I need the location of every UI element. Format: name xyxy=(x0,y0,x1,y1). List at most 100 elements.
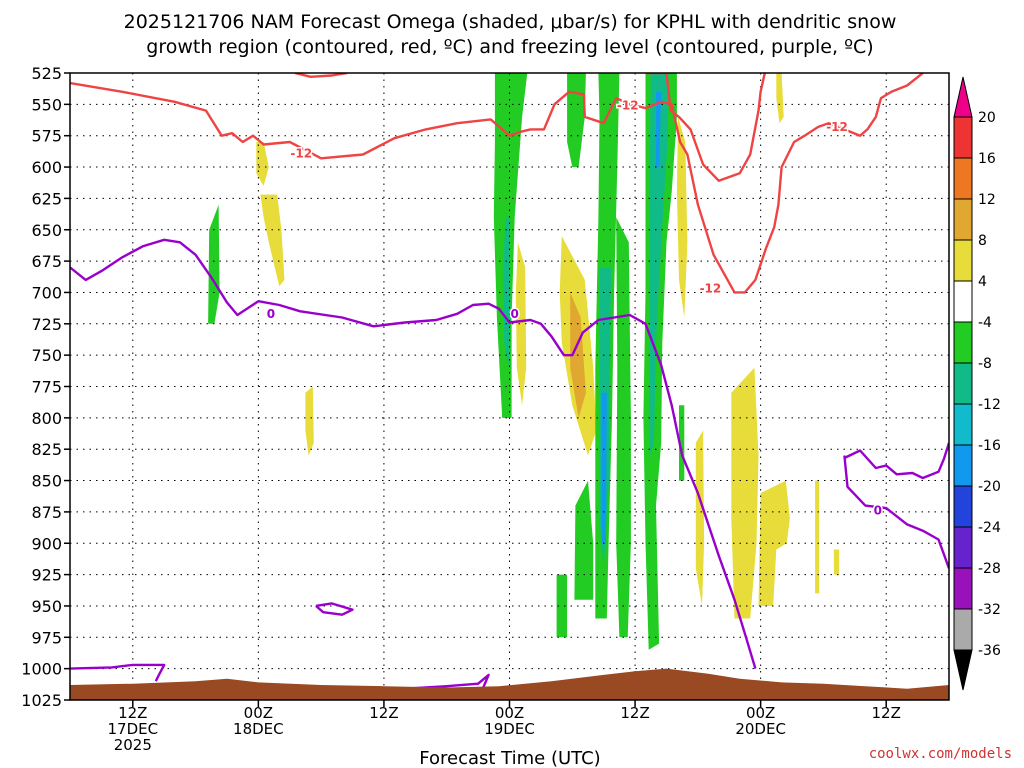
colorbar-bin-10 xyxy=(953,485,973,528)
colorbar-bin-8 xyxy=(953,403,973,446)
x-tick-label-42-0: 00Z xyxy=(495,704,524,722)
x-tick-label-42-1: 19DEC xyxy=(484,720,535,738)
colorbar-label-2: 12 xyxy=(978,192,996,208)
y-tick-label-875: 875 xyxy=(31,503,62,522)
colorbar-label-7: -12 xyxy=(978,397,1001,413)
y-tick-label-525: 525 xyxy=(31,64,62,83)
omega-region-1 xyxy=(256,142,269,186)
colorbar-label-6: -8 xyxy=(978,356,992,372)
y-axis: 525 550 575 600 625 650 675 700 725 750 775 800 825 8… xyxy=(21,64,70,710)
y-tick-label-925: 925 xyxy=(31,566,62,585)
y-tick-label-775: 775 xyxy=(31,378,62,397)
y-tick-label-700: 700 xyxy=(31,283,62,302)
contour-label-5: 0 xyxy=(511,307,519,321)
y-tick-label-725: 725 xyxy=(31,315,62,334)
omega-region-18 xyxy=(656,91,662,168)
colorbar-label-4: 4 xyxy=(978,274,987,290)
omega-region-21 xyxy=(695,430,705,606)
y-tick-label-1025: 1025 xyxy=(21,691,62,710)
colorbar-label-0: 20 xyxy=(978,110,996,126)
freezing-level-sfc-left xyxy=(70,663,166,682)
colorbar-label-1: 16 xyxy=(978,151,996,167)
y-tick-label-550: 550 xyxy=(31,95,62,114)
contour-layer xyxy=(70,73,949,692)
omega-region-12 xyxy=(601,392,607,544)
dgz-minus12-loop xyxy=(645,73,766,183)
contour-label-4: 0 xyxy=(267,307,275,321)
colorbar-bin-11 xyxy=(953,526,973,569)
omega-region-25 xyxy=(815,480,820,594)
colorbar-bin-3 xyxy=(953,198,973,241)
colorbar-bin-bottom xyxy=(953,649,973,691)
contour-label-1: -12 xyxy=(617,99,639,113)
x-axis-label: Forecast Time (UTC) xyxy=(419,748,600,768)
x-tick-label-18-1: 18DEC xyxy=(233,720,284,738)
dgz-minus12-top xyxy=(294,73,348,79)
freezing-level-loop xyxy=(315,602,354,616)
colorbar-label-3: 8 xyxy=(978,233,987,249)
credit-text: coolwx.com/models xyxy=(869,746,1012,762)
colorbar-bin-4 xyxy=(953,239,973,282)
omega-region-17 xyxy=(649,73,669,456)
colorbar-bin-9 xyxy=(953,444,973,487)
colorbar-label-13: -36 xyxy=(978,643,1001,659)
colorbar-label-12: -32 xyxy=(978,602,1001,618)
y-tick-label-675: 675 xyxy=(31,252,62,271)
x-tick-label-6-2: 2025 xyxy=(114,736,152,754)
colorbar-label-10: -24 xyxy=(978,520,1001,536)
contour-label-2: -12 xyxy=(826,120,848,134)
contour-label-0: -12 xyxy=(290,146,312,160)
y-tick-label-800: 800 xyxy=(31,409,62,428)
omega-region-22 xyxy=(731,367,759,619)
x-tick-label-66-1: 20DEC xyxy=(735,720,786,738)
grid-lines xyxy=(70,73,949,700)
x-tick-label-30-0: 12Z xyxy=(369,704,398,722)
colorbar-bin-7 xyxy=(953,362,973,405)
contour-label-layer: -12 -12 -12 -12 0 0 0 xyxy=(265,97,883,519)
omega-region-7 xyxy=(567,73,586,168)
colorbar-bin-2 xyxy=(953,157,973,200)
x-tick-label-54-0: 12Z xyxy=(620,704,649,722)
x-tick-label-6-1: 17DEC xyxy=(107,720,158,738)
colorbar-bin-1 xyxy=(953,116,973,159)
y-tick-label-600: 600 xyxy=(31,158,62,177)
y-tick-label-850: 850 xyxy=(31,472,62,491)
x-tick-label-78-0: 12Z xyxy=(872,704,901,722)
freezing-level-right xyxy=(843,442,949,480)
omega-region-3 xyxy=(305,386,314,456)
contour-label-3: -12 xyxy=(700,282,722,296)
y-tick-label-650: 650 xyxy=(31,221,62,240)
omega-region-20 xyxy=(679,405,685,481)
colorbar-bin-6 xyxy=(953,321,973,364)
freezing-level-upper xyxy=(70,238,757,669)
contour-label-6: 0 xyxy=(874,504,882,518)
surface-terrain xyxy=(70,668,949,700)
omega-region-2 xyxy=(208,204,220,324)
y-tick-label-975: 975 xyxy=(31,628,62,647)
y-tick-label-750: 750 xyxy=(31,346,62,365)
x-tick-label-66-0: 00Z xyxy=(746,704,775,722)
colorbar-bin-top xyxy=(953,76,973,118)
omega-region-6 xyxy=(515,242,527,406)
colorbar-bin-5 xyxy=(953,280,973,323)
colorbar-label-5: -4 xyxy=(978,315,992,331)
colorbar-bin-13 xyxy=(953,608,973,651)
omega-region-26 xyxy=(833,549,840,575)
omega-region-19 xyxy=(676,116,688,318)
omega-region-0 xyxy=(260,194,285,287)
omega-region-14 xyxy=(556,574,568,638)
y-tick-label-950: 950 xyxy=(31,597,62,616)
colorbar-bin-12 xyxy=(953,567,973,610)
omega-region-24 xyxy=(776,73,784,124)
freezing-level-right-lower xyxy=(843,455,949,569)
x-tick-label-18-0: 00Z xyxy=(244,704,273,722)
omega-region-15 xyxy=(616,217,631,638)
colorbar-label-11: -28 xyxy=(978,561,1001,577)
y-tick-label-625: 625 xyxy=(31,189,62,208)
colorbar-label-8: -16 xyxy=(978,438,1001,454)
dgz-minus12-upper xyxy=(70,73,924,294)
chart-title-line1: 2025121706 NAM Forecast Omega (shaded, μ… xyxy=(124,11,897,33)
x-tick-label-6-0: 12Z xyxy=(118,704,147,722)
omega-region-4 xyxy=(493,73,528,418)
